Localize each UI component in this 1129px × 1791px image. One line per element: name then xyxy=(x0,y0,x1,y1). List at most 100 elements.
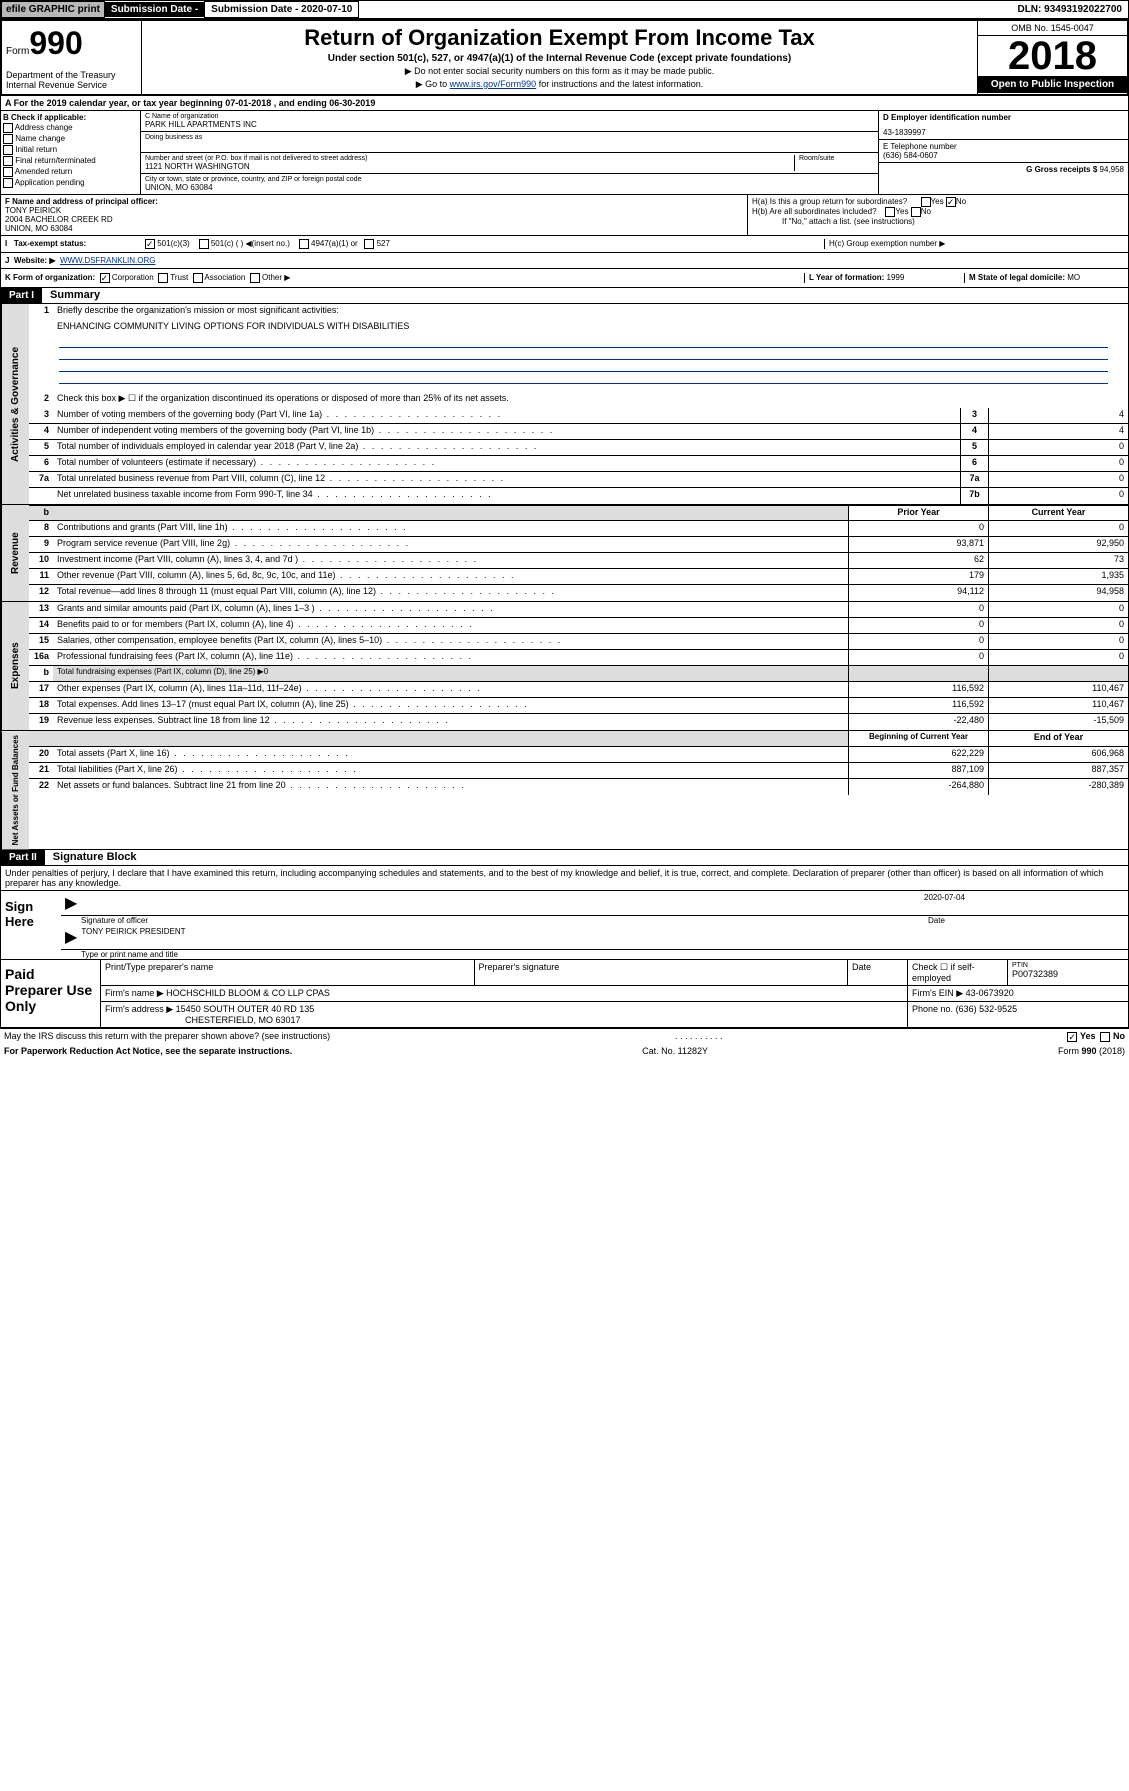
dln: DLN: 93493192022700 xyxy=(1011,2,1128,17)
gov-val: 0 xyxy=(988,456,1128,471)
section-fh: F Name and address of principal officer:… xyxy=(0,195,1129,236)
form-header: Form990 Department of the Treasury Inter… xyxy=(0,19,1129,96)
phone: (636) 584-0607 xyxy=(883,151,1124,160)
py-val: 94,112 xyxy=(848,585,988,601)
cy-val: 0 xyxy=(988,650,1128,665)
hb-yes[interactable] xyxy=(885,207,895,217)
row-j: J Website: ▶ WWW.DSFRANKLIN.ORG xyxy=(0,253,1129,269)
py-val: 93,871 xyxy=(848,537,988,552)
discuss-row: May the IRS discuss this return with the… xyxy=(0,1028,1129,1044)
cy-val: 0 xyxy=(988,521,1128,536)
firm-ein: 43-0673920 xyxy=(966,988,1014,998)
officer-signed: TONY PEIRICK PRESIDENT xyxy=(81,927,185,947)
hb-no[interactable] xyxy=(911,207,921,217)
box-b: B Check if applicable: Address change Na… xyxy=(1,111,141,194)
py-val: 0 xyxy=(848,634,988,649)
submission-label: Submission Date - xyxy=(105,2,204,17)
cy-val: 0 xyxy=(988,618,1128,633)
mission: ENHANCING COMMUNITY LIVING OPTIONS FOR I… xyxy=(53,320,1128,336)
cy-val: 94,958 xyxy=(988,585,1128,601)
cb-app-pending[interactable]: Application pending xyxy=(3,178,138,188)
cy-val: 110,467 xyxy=(988,682,1128,697)
form-subtitle: Under section 501(c), 527, or 4947(a)(1)… xyxy=(146,53,973,64)
discuss-no[interactable] xyxy=(1100,1032,1110,1042)
py-val: 62 xyxy=(848,553,988,568)
top-bar: efile GRAPHIC print Submission Date - Su… xyxy=(0,0,1129,19)
cy-val: 606,968 xyxy=(988,747,1128,762)
gov-val: 0 xyxy=(988,472,1128,487)
py-val: 116,592 xyxy=(848,682,988,697)
submission-date: Submission Date - 2020-07-10 xyxy=(204,1,359,18)
row-klm: K Form of organization: Corporation Trus… xyxy=(0,269,1129,288)
domicile: MO xyxy=(1067,273,1080,282)
form-number: Form990 xyxy=(6,25,137,62)
ssn-notice: ▶ Do not enter social security numbers o… xyxy=(146,66,973,77)
py-val: 622,229 xyxy=(848,747,988,762)
revenue-section: Revenue b Prior Year Current Year 8Contr… xyxy=(0,505,1129,602)
box-c: C Name of organization PARK HILL APARTME… xyxy=(141,111,878,194)
py-val: -264,880 xyxy=(848,779,988,795)
firm-name: HOCHSCHILD BLOOM & CO LLP CPAS xyxy=(166,988,330,998)
gov-val: 4 xyxy=(988,424,1128,439)
ha-yes[interactable] xyxy=(921,197,931,207)
website-link[interactable]: WWW.DSFRANKLIN.ORG xyxy=(60,256,156,265)
py-val: -22,480 xyxy=(848,714,988,730)
cb-address-change[interactable]: Address change xyxy=(3,123,138,133)
cy-val: 110,467 xyxy=(988,698,1128,713)
sign-here: Sign Here ▶2020-07-04 Signature of offic… xyxy=(0,891,1129,960)
cy-val: 1,935 xyxy=(988,569,1128,584)
cy-val: 0 xyxy=(988,602,1128,617)
perjury-text: Under penalties of perjury, I declare th… xyxy=(0,866,1129,891)
paid-preparer: Paid Preparer Use Only Print/Type prepar… xyxy=(0,960,1129,1028)
org-address: 1121 NORTH WASHINGTON xyxy=(145,162,794,171)
box-deg: D Employer identification number 43-1839… xyxy=(878,111,1128,194)
ptin: P00732389 xyxy=(1012,969,1124,979)
cy-val: 92,950 xyxy=(988,537,1128,552)
part2-header: Part IISignature Block xyxy=(0,850,1129,866)
firm-phone: (636) 532-9525 xyxy=(956,1004,1018,1014)
dept-label: Department of the Treasury Internal Reve… xyxy=(6,70,137,90)
py-val: 0 xyxy=(848,602,988,617)
year-formation: 1999 xyxy=(887,273,905,282)
section-bc: B Check if applicable: Address change Na… xyxy=(0,111,1129,195)
py-val: 0 xyxy=(848,521,988,536)
open-public: Open to Public Inspection xyxy=(978,76,1127,93)
cy-val: 887,357 xyxy=(988,763,1128,778)
page-footer: For Paperwork Reduction Act Notice, see … xyxy=(0,1044,1129,1058)
cb-initial-return[interactable]: Initial return xyxy=(3,145,138,155)
cy-val: -15,509 xyxy=(988,714,1128,730)
cb-501c3[interactable] xyxy=(145,239,155,249)
cb-amended[interactable]: Amended return xyxy=(3,167,138,177)
cb-final-return[interactable]: Final return/terminated xyxy=(3,156,138,166)
netassets-section: Net Assets or Fund Balances Beginning of… xyxy=(0,731,1129,850)
row-i: I Tax-exempt status: 501(c)(3) 501(c) ( … xyxy=(0,236,1129,253)
part1-header: Part ISummary xyxy=(0,288,1129,304)
org-city: UNION, MO 63084 xyxy=(145,183,874,192)
gov-val: 0 xyxy=(988,488,1128,504)
form-title: Return of Organization Exempt From Incom… xyxy=(146,25,973,51)
cy-val: 73 xyxy=(988,553,1128,568)
ha-no[interactable] xyxy=(946,197,956,207)
efile-button[interactable]: efile GRAPHIC print xyxy=(1,1,105,18)
irs-link[interactable]: www.irs.gov/Form990 xyxy=(450,79,537,89)
cy-val: 0 xyxy=(988,634,1128,649)
governance-section: Activities & Governance 1Briefly describ… xyxy=(0,304,1129,505)
cb-name-change[interactable]: Name change xyxy=(3,134,138,144)
cy-val: -280,389 xyxy=(988,779,1128,795)
org-name: PARK HILL APARTMENTS INC xyxy=(145,120,874,129)
sign-date: 2020-07-04 xyxy=(924,893,1124,913)
tax-year: 2018 xyxy=(978,36,1127,76)
ein: 43-1839997 xyxy=(883,128,1124,137)
cb-corp[interactable] xyxy=(100,273,110,283)
goto-line: ▶ Go to www.irs.gov/Form990 for instruct… xyxy=(146,79,973,90)
expenses-section: Expenses 13Grants and similar amounts pa… xyxy=(0,602,1129,731)
py-val: 179 xyxy=(848,569,988,584)
officer-name: TONY PEIRICK xyxy=(5,206,743,215)
py-val: 887,109 xyxy=(848,763,988,778)
py-val: 116,592 xyxy=(848,698,988,713)
gov-val: 0 xyxy=(988,440,1128,455)
gross-receipts: 94,958 xyxy=(1100,165,1124,174)
gov-val: 4 xyxy=(988,408,1128,423)
discuss-yes[interactable] xyxy=(1067,1032,1077,1042)
py-val: 0 xyxy=(848,618,988,633)
